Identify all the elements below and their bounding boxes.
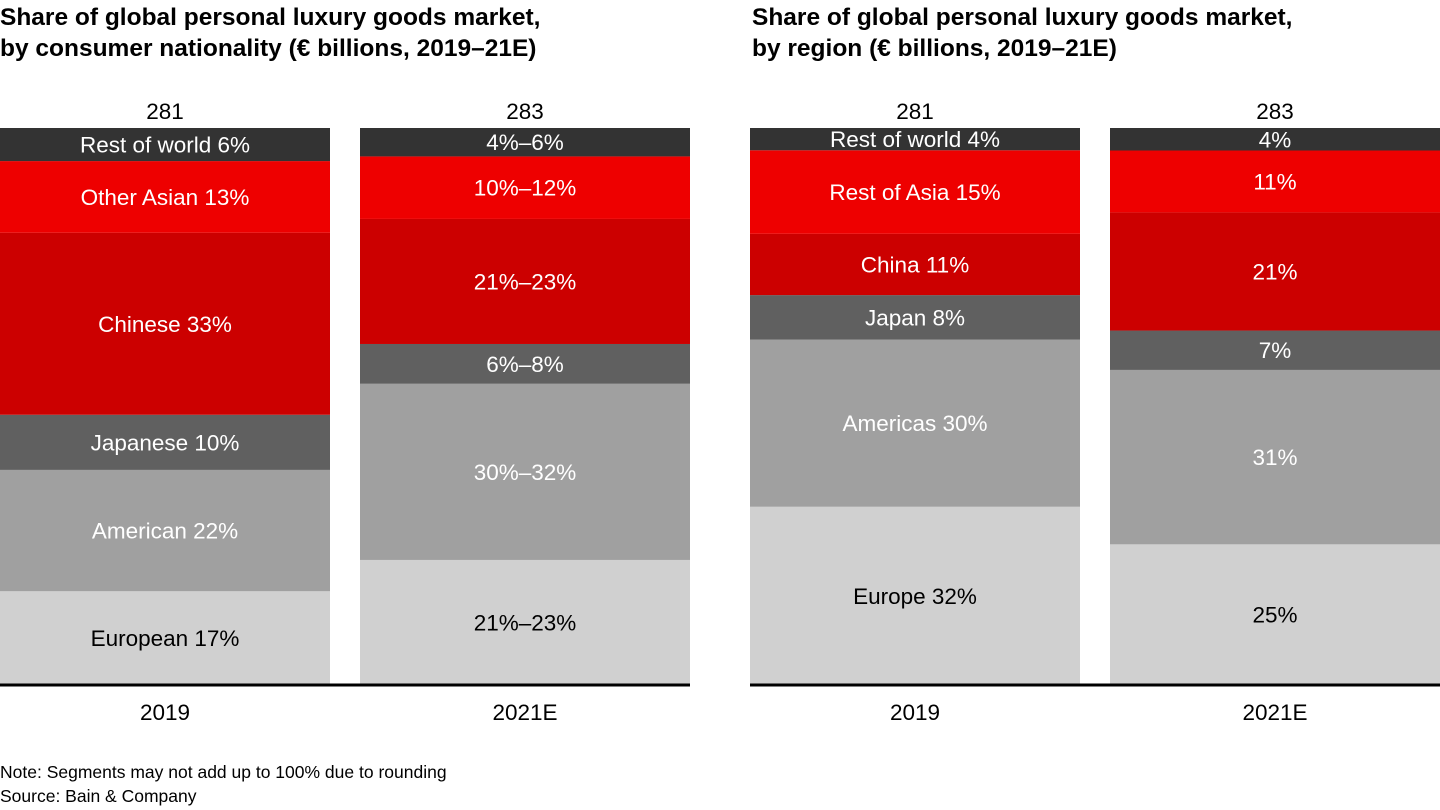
source-note: Source: Bain & Company: [0, 786, 197, 806]
segment-label: 7%: [1259, 338, 1292, 363]
bar-segment: [0, 161, 330, 233]
bar-segment: [1110, 128, 1440, 151]
segment-label: 25%: [1252, 603, 1297, 628]
bar-total-label: 281: [146, 99, 184, 124]
chart-title-region: Share of global personal luxury goods ma…: [752, 4, 1293, 62]
bar-total-label: 283: [1256, 99, 1294, 124]
segment-label: Europe 32%: [853, 584, 977, 609]
segment-label: 30%–32%: [474, 460, 577, 485]
x-tick-label: 2019: [140, 700, 190, 725]
bar-segment: [750, 506, 1080, 685]
bar-segment: [750, 233, 1080, 296]
segment-label: Rest of Asia 15%: [829, 180, 1000, 205]
segment-label: Japanese 10%: [91, 430, 240, 455]
segment-label: 21%–23%: [474, 610, 577, 635]
segment-label: Chinese 33%: [98, 312, 232, 337]
segment-label: Other Asian 13%: [81, 185, 250, 210]
segment-label: American 22%: [92, 519, 238, 544]
bar-total-label: 281: [896, 99, 934, 124]
segment-label: 11%: [1253, 169, 1296, 194]
x-tick-label: 2021E: [1242, 700, 1307, 725]
bar-segment: [360, 559, 690, 685]
bar-segment: [750, 128, 1080, 151]
x-tick-label: 2019: [890, 700, 940, 725]
bar-segment: [0, 591, 330, 685]
segment-label: 21%–23%: [474, 269, 577, 294]
bar-segment: [1110, 150, 1440, 213]
segment-label: Americas 30%: [842, 411, 987, 436]
bar-segment: [750, 339, 1080, 507]
bar-segment: [360, 156, 690, 219]
bar-segment: [360, 128, 690, 157]
bar-segment: [1110, 330, 1440, 370]
bar-segment: [0, 128, 330, 162]
bar-segment: [360, 343, 690, 384]
segment-label: 4%–6%: [486, 130, 564, 155]
bar-segment: [750, 295, 1080, 340]
segment-label: 21%: [1252, 259, 1297, 284]
bar-segment: [0, 414, 330, 470]
segment-label: Rest of world 6%: [80, 133, 250, 158]
segment-label: China 11%: [861, 252, 969, 277]
footnote: Note: Segments may not add up to 100% du…: [0, 762, 447, 782]
segment-label: European 17%: [91, 626, 240, 651]
segment-label: Japan 8%: [865, 305, 965, 330]
bar-segment: [360, 383, 690, 560]
segment-label: 4%: [1259, 127, 1292, 152]
bar-segment: [750, 150, 1080, 234]
bar-segment: [360, 218, 690, 344]
bar-segment: [0, 232, 330, 415]
bar-segment: [1110, 369, 1440, 545]
segment-label: Rest of world 4%: [830, 127, 1000, 152]
bar-segment: [1110, 212, 1440, 331]
x-tick-label: 2021E: [492, 700, 557, 725]
bar-segment: [0, 469, 330, 592]
bar-total-label: 283: [506, 99, 544, 124]
segment-label: 31%: [1252, 445, 1297, 470]
segment-label: 6%–8%: [486, 352, 564, 377]
segment-label: 10%–12%: [474, 176, 577, 201]
chart-title-nationality: Share of global personal luxury goods ma…: [0, 4, 541, 62]
bar-segment: [1110, 544, 1440, 685]
